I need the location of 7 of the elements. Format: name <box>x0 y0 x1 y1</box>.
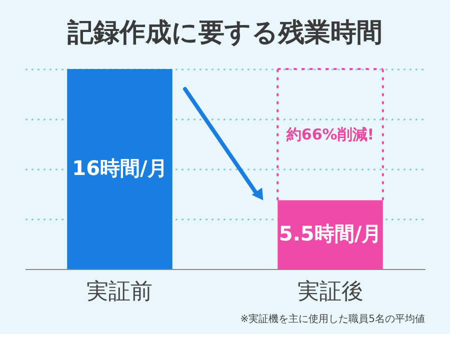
data-label: 16時間/月 <box>72 156 168 180</box>
data-label: 5.5時間/月 <box>278 222 382 246</box>
x-tick-label: 実証前 <box>86 280 153 304</box>
text: ※実証機を主に使用した職員5名の平均値 <box>240 313 425 325</box>
annotation: 約66%削減! <box>285 126 374 144</box>
chart-title: 記録作成に要する残業時間 <box>66 18 382 48</box>
x-tick-label: 実証後 <box>297 280 364 304</box>
